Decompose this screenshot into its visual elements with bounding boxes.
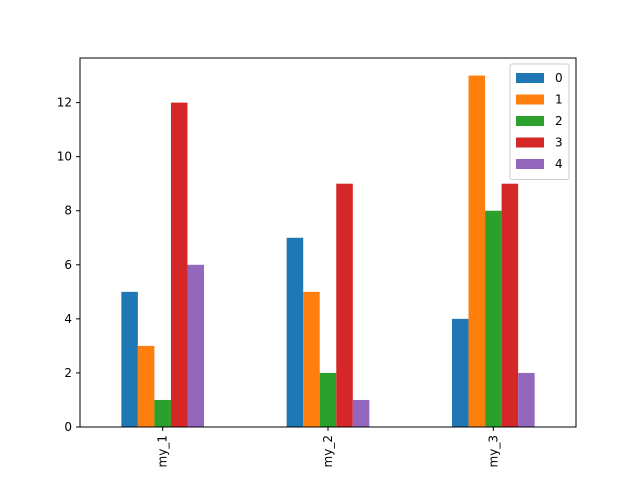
- bar-my_2-series-3: [336, 183, 353, 427]
- bar-my_2-series-0: [286, 237, 304, 427]
- legend-swatch-0: [516, 73, 544, 83]
- plot-frame: [79, 57, 577, 428]
- bar-my_2-series-1: [303, 291, 320, 427]
- legend: 0 1 2 3 4: [509, 63, 570, 180]
- bar-my_1-series-2: [154, 399, 171, 427]
- legend-label-0: 0: [555, 71, 563, 85]
- bar-my_3-series-4: [518, 372, 535, 427]
- x-tick-label: my_1: [156, 435, 170, 467]
- bar-my_3-series-0: [452, 318, 469, 427]
- bar-my_1-series-0: [121, 291, 138, 427]
- legend-swatch-3: [516, 137, 544, 148]
- bar-my_3-series-1: [468, 75, 486, 427]
- legend-swatch-1: [516, 94, 544, 105]
- bar-my_2-series-4: [352, 399, 370, 427]
- bar-my_3-series-3: [501, 183, 519, 427]
- legend-label-3: 3: [555, 136, 563, 150]
- bar-my_3-series-2: [485, 210, 502, 427]
- y-tick-label: 6: [64, 258, 72, 272]
- y-tick-label: 0: [64, 420, 72, 434]
- y-tick-label: 10: [57, 150, 72, 164]
- legend-label-1: 1: [555, 93, 563, 107]
- legend-swatch-2: [516, 116, 544, 126]
- y-tick-label: 2: [64, 366, 72, 380]
- legend-swatch-4: [516, 159, 544, 169]
- bar-my_1-series-3: [170, 102, 188, 427]
- bar-my_1-series-1: [137, 345, 155, 427]
- y-tick-label: 8: [64, 204, 72, 218]
- y-tick-label: 4: [64, 312, 72, 326]
- bar-my_1-series-4: [187, 264, 204, 427]
- x-tick-label: my_2: [321, 435, 335, 467]
- y-axis: 0 2 4 6 8 10 12: [57, 96, 80, 434]
- legend-label-4: 4: [555, 157, 563, 171]
- legend-label-2: 2: [555, 114, 563, 128]
- x-tick-label: my_3: [486, 435, 500, 467]
- bar-my_2-series-2: [319, 372, 337, 427]
- x-axis: my_1 my_2 my_3: [156, 427, 500, 467]
- bars-layer: [121, 75, 535, 427]
- y-tick-label: 12: [57, 96, 72, 110]
